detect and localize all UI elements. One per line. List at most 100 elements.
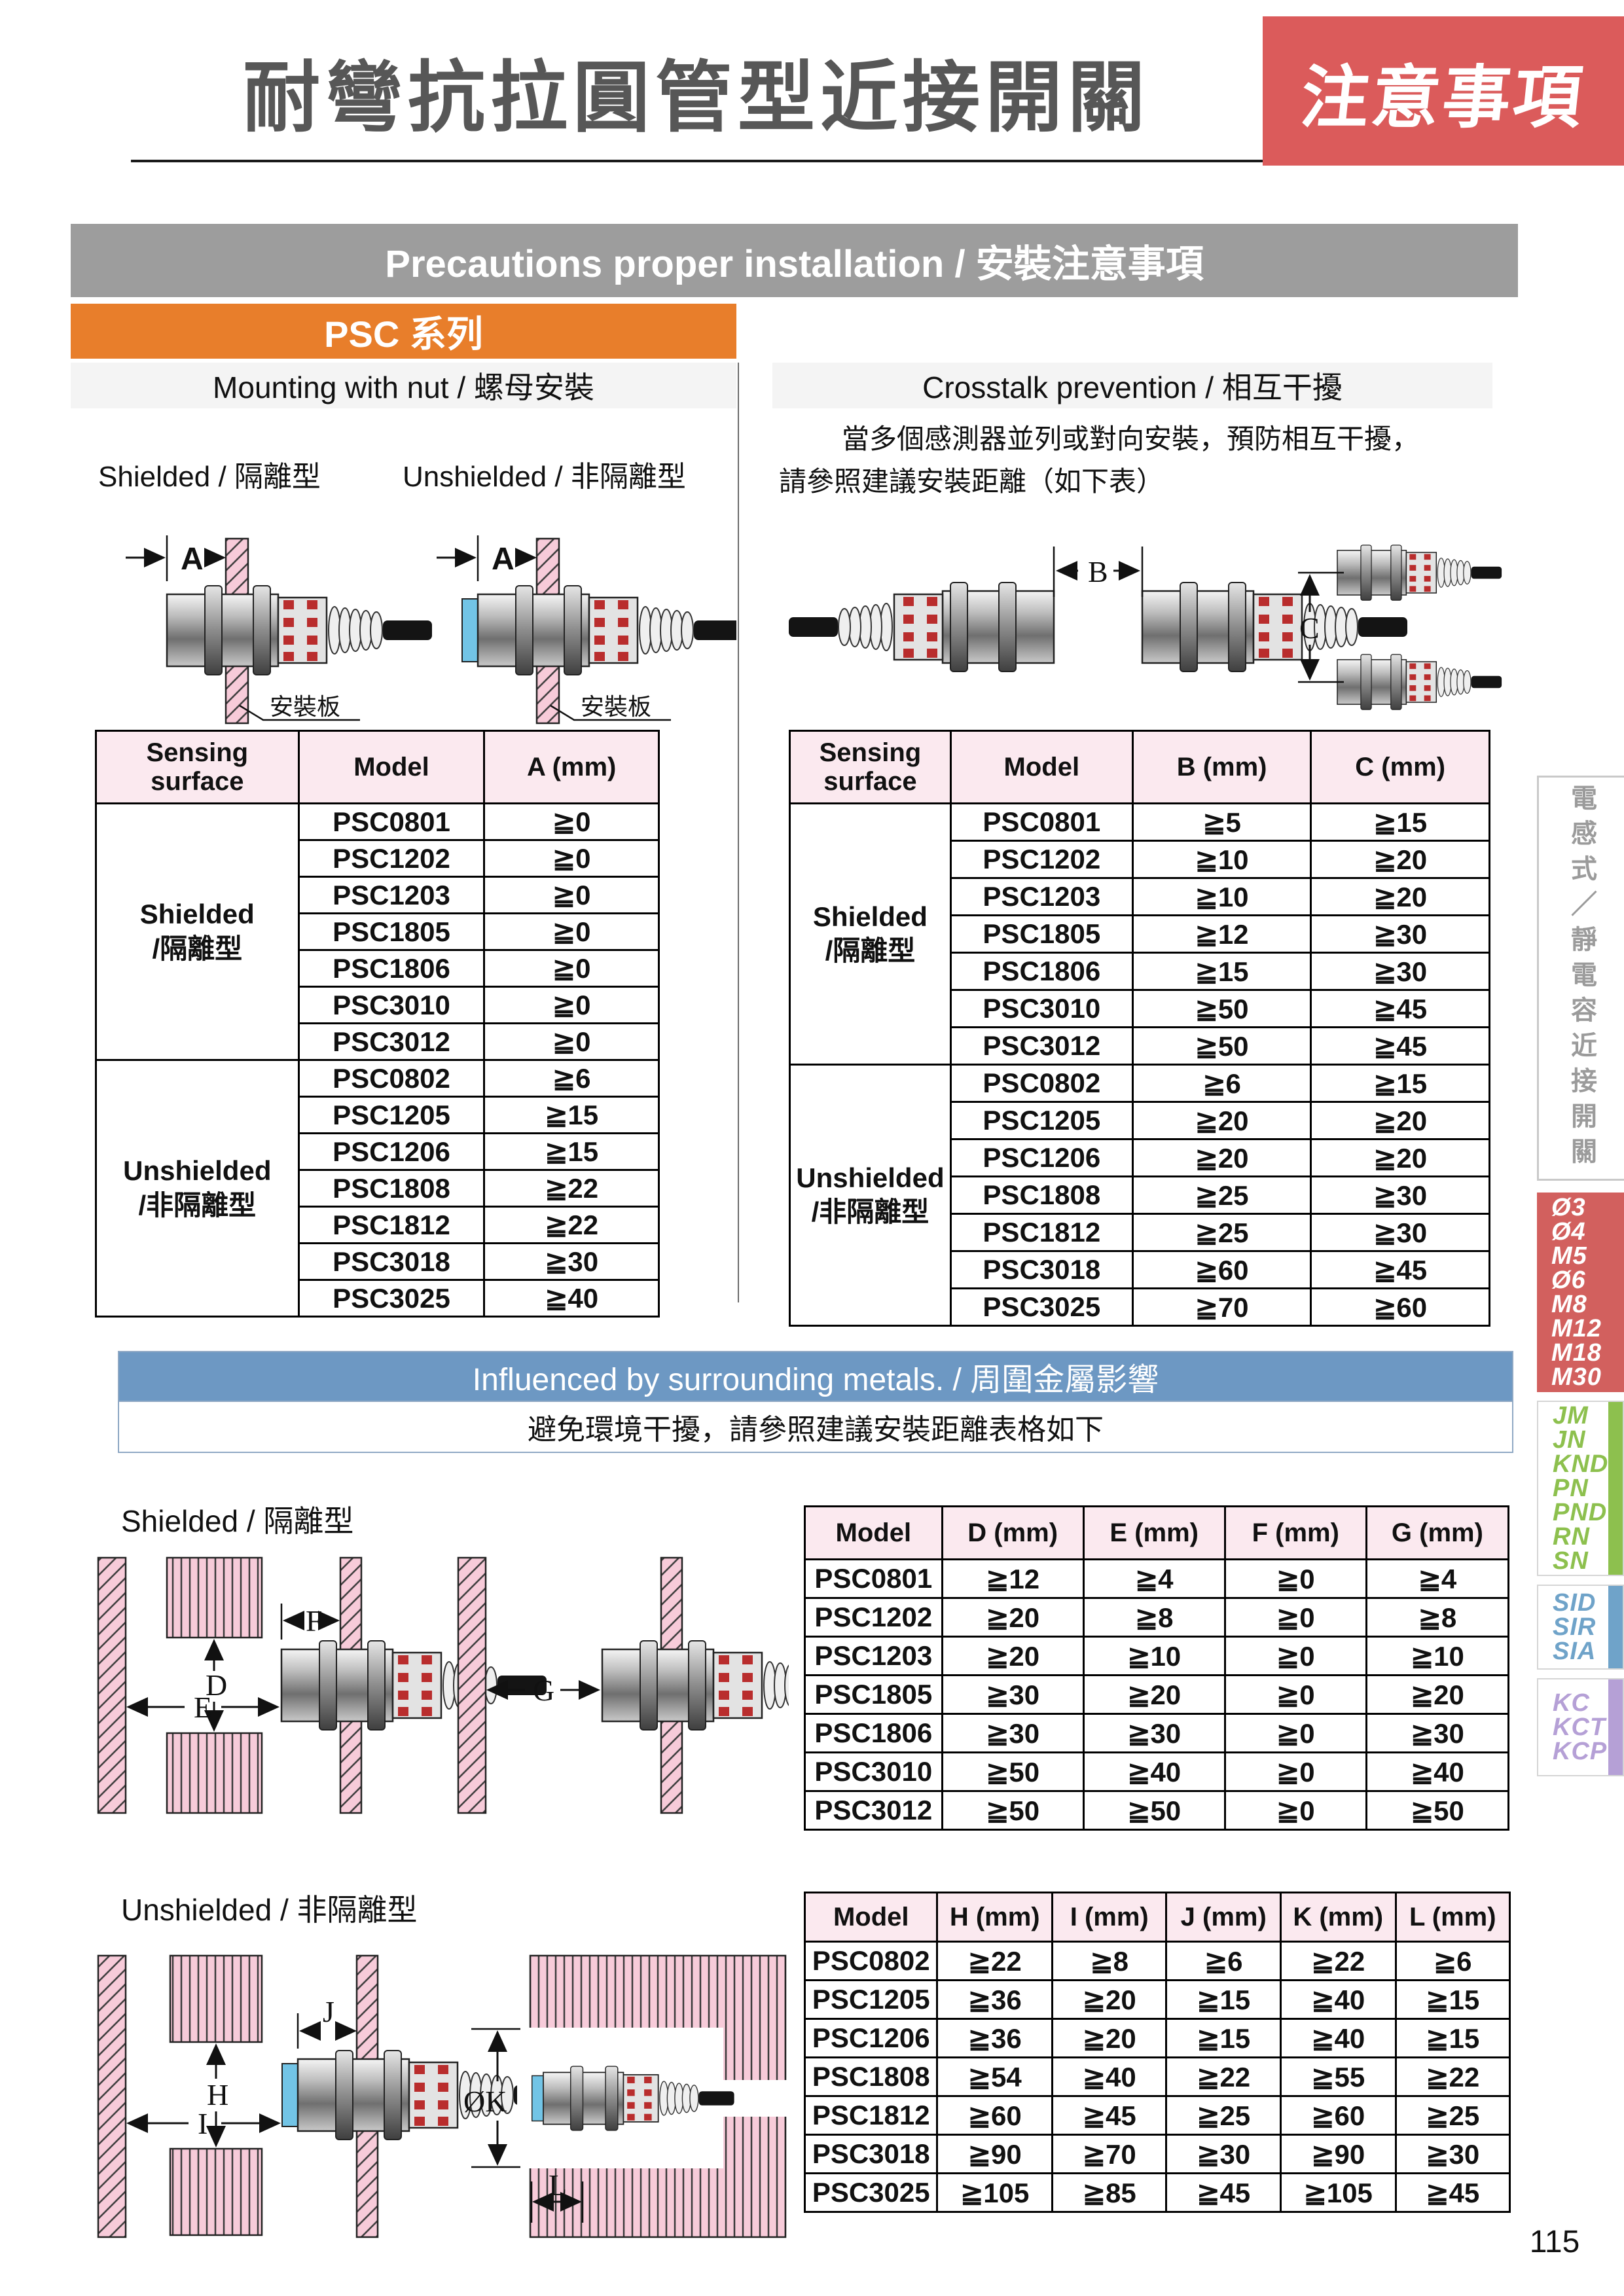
table-row: PSC1202 ≧20 ≧8 ≧0 ≧8	[804, 1597, 1510, 1638]
dim-a-label: A	[492, 542, 514, 577]
sidebar-model-item: KC	[1553, 1689, 1590, 1717]
sidebar-series-purple: KC KCT KCP	[1537, 1678, 1624, 1776]
sidebar-model-item: SIR	[1553, 1613, 1597, 1641]
metal-wall	[97, 1954, 127, 2238]
sidebar-model-item: M8	[1551, 1290, 1587, 1318]
table-row: PSC3010 ≧50 ≧45	[790, 989, 1490, 1028]
mount-unshielded-label: Unshielded / 非隔離型	[403, 461, 686, 493]
table-cell: ≧60	[1310, 1287, 1490, 1327]
table-cell: PSC0801	[804, 1558, 943, 1599]
table-cell: PSC1203	[949, 877, 1134, 916]
blue-accent-strip	[1608, 1586, 1623, 1668]
table-row: PSC3018 ≧30	[96, 1242, 660, 1281]
table-cell: ≧22	[483, 1206, 660, 1244]
table-cell: ≧4	[1082, 1558, 1226, 1599]
green-accent-strip	[1608, 1402, 1623, 1575]
metal-block-bottom	[166, 1732, 263, 1814]
crosstalk-diagram: B C	[787, 545, 1502, 710]
table-cell: ≧15	[1394, 1979, 1511, 2020]
table-row: PSC3010 ≧0	[96, 986, 660, 1024]
header-row: Model D (mm) E (mm) F (mm) G (mm)	[804, 1505, 1510, 1560]
table-cell: ≧50	[1365, 1790, 1510, 1831]
table-cell: ≧50	[1082, 1790, 1226, 1831]
sidebar-model-item: PND	[1553, 1498, 1608, 1526]
table-cell: ≧36	[936, 1979, 1054, 2020]
column-divider	[738, 363, 739, 1302]
table-cell: ≧40	[1279, 1979, 1397, 2020]
sidebar-vertical-title: 電感式／靜電容近接開關	[1567, 783, 1596, 1173]
column-header: D (mm)	[941, 1505, 1085, 1560]
table-row: PSC1206 ≧15	[96, 1132, 660, 1171]
table-cell: PSC1202	[297, 839, 486, 878]
column-header: Model	[804, 1505, 943, 1560]
column-header: A (mm)	[483, 730, 660, 804]
table-cell: ≧10	[1131, 840, 1312, 879]
group-label: Shielded /隔離型	[789, 802, 952, 1066]
table-row: PSC3010 ≧50 ≧40 ≧0 ≧40	[804, 1751, 1510, 1792]
sidebar-model-item: Ø4	[1551, 1217, 1586, 1246]
table-cell: ≧22	[1279, 1941, 1397, 1981]
table-row: PSC1805 ≧12 ≧30	[790, 914, 1490, 954]
column-header: E (mm)	[1082, 1505, 1226, 1560]
table-cell: ≧30	[941, 1713, 1085, 1753]
header-row: Model H (mm) I (mm) J (mm) K (mm) L (mm)	[803, 1892, 1511, 1943]
table-cell: ≧4	[1365, 1558, 1510, 1599]
column-header: B (mm)	[1131, 730, 1312, 804]
sidebar-category-box: 電感式／靜電容近接開關	[1537, 776, 1624, 1181]
dim-j-label: J	[323, 1995, 334, 2028]
sidebar-model-item: KCT	[1553, 1713, 1606, 1741]
group-label: Shielded /隔離型	[95, 802, 300, 1061]
table-cell: PSC1806	[297, 949, 486, 988]
table-cell: PSC3018	[297, 1242, 486, 1281]
table-row: PSC1805 ≧30 ≧20 ≧0 ≧20	[804, 1674, 1510, 1715]
table-cell: ≧20	[1051, 1979, 1168, 2020]
table-row: PSC1808 ≧25 ≧30	[790, 1175, 1490, 1215]
sidebar-model-item: M5	[1551, 1242, 1587, 1270]
page-number: 115	[1529, 2225, 1580, 2259]
table-cell: ≧15	[1310, 1064, 1490, 1103]
group-label: Unshielded /非隔離型	[789, 1064, 952, 1327]
table-row: PSC3012 ≧50 ≧45	[790, 1026, 1490, 1066]
table-cell: ≧30	[483, 1242, 660, 1281]
table-cell: ≧8	[1051, 1941, 1168, 1981]
table-cell: PSC1806	[949, 952, 1134, 991]
table-cell: PSC3025	[803, 2172, 939, 2213]
column-header: Model	[803, 1892, 939, 1943]
table-cell: ≧30	[1394, 2134, 1511, 2174]
parallel-sensor-top	[1337, 545, 1502, 601]
table-row: PSC1206 ≧36 ≧20 ≧15 ≧40 ≧15	[803, 2018, 1511, 2058]
table-cell: ≧50	[941, 1790, 1085, 1831]
group-label: Unshielded /非隔離型	[95, 1059, 300, 1318]
sidebar-model-item: PN	[1553, 1474, 1589, 1502]
table-cell: ≧22	[1165, 2056, 1282, 2097]
sidebar-model-item: JN	[1553, 1426, 1586, 1454]
table-cell: ≧0	[1223, 1713, 1367, 1753]
table-cell: ≧25	[1131, 1213, 1312, 1252]
table-cell: ≧0	[1223, 1636, 1367, 1676]
table-cell: PSC1808	[949, 1175, 1134, 1215]
table-cell: ≧30	[1365, 1713, 1510, 1753]
metals-banner-note: 避免環境干擾，請參照建議安裝距離表格如下	[119, 1401, 1512, 1452]
table-row: PSC1205 ≧20 ≧20	[790, 1101, 1490, 1140]
table-cell: PSC1812	[297, 1206, 486, 1244]
dim-b-label: B	[1088, 555, 1108, 588]
table-row: PSC3012 ≧0	[96, 1022, 660, 1061]
corner-badge: 注意事項	[1263, 16, 1624, 166]
table-cell: ≧30	[941, 1674, 1085, 1715]
metal-block-bottom	[169, 2147, 263, 2236]
crosstalk-section-header: Crosstalk prevention / 相互干擾	[772, 363, 1492, 408]
table-cell: ≧36	[936, 2018, 1054, 2058]
crosstalk-distance-table: Sensing surface Model B (mm) C (mm) Shielded…	[789, 730, 1490, 1327]
sidebar-series-green: JM JN KND PN PND RN SN	[1537, 1401, 1624, 1576]
table-cell: ≧0	[483, 839, 660, 878]
table-cell: ≧20	[1310, 1101, 1490, 1140]
table-cell: PSC3012	[949, 1026, 1134, 1066]
header-row: Sensing surface Model A (mm)	[95, 730, 660, 804]
sidebar-model-item: M18	[1551, 1338, 1602, 1367]
table-cell: ≧30	[1310, 1213, 1490, 1252]
table-cell: ≧50	[1131, 989, 1312, 1028]
table-cell: ≧6	[1165, 1941, 1282, 1981]
table-cell: ≧0	[1223, 1751, 1367, 1792]
table-cell: ≧15	[1165, 1979, 1282, 2020]
table-row: PSC1806 ≧0	[96, 949, 660, 988]
